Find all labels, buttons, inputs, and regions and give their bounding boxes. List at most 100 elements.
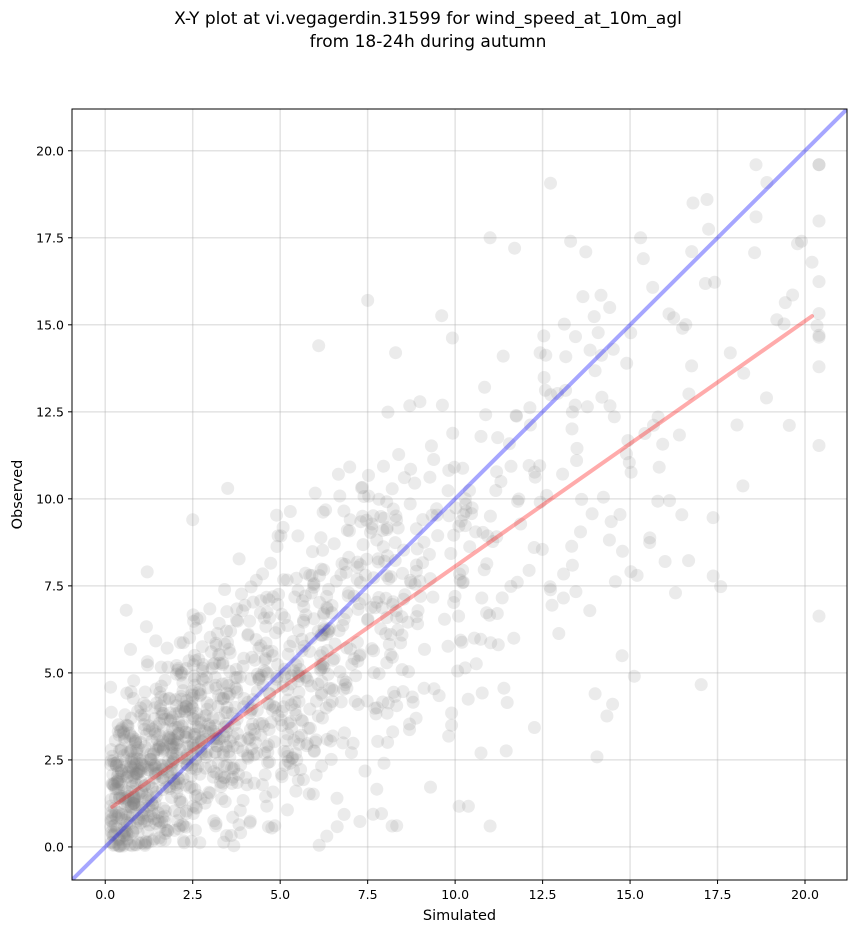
scatter-point bbox=[219, 725, 233, 739]
scatter-point bbox=[196, 661, 210, 675]
scatter-point bbox=[737, 366, 751, 380]
scatter-point bbox=[246, 693, 260, 707]
scatter-point bbox=[277, 744, 291, 758]
scatter-point bbox=[191, 686, 205, 700]
scatter-point bbox=[127, 797, 140, 811]
scatter-point bbox=[148, 701, 162, 715]
scatter-point bbox=[162, 729, 176, 743]
scatter-point bbox=[112, 775, 126, 789]
scatter-point bbox=[137, 696, 151, 710]
scatter-point bbox=[178, 725, 192, 739]
scatter-point bbox=[107, 757, 121, 770]
scatter-point bbox=[154, 833, 168, 847]
scatter-point bbox=[141, 835, 155, 849]
scatter-point bbox=[347, 652, 361, 666]
scatter-point bbox=[361, 612, 375, 626]
scatter-point bbox=[619, 447, 633, 461]
scatter-point bbox=[685, 359, 699, 373]
scatter-point bbox=[216, 658, 230, 672]
y-tick-label: 10.0 bbox=[36, 491, 64, 506]
scatter-point bbox=[658, 555, 672, 568]
scatter-point bbox=[422, 547, 436, 561]
scatter-point bbox=[243, 733, 257, 747]
scatter-point bbox=[248, 653, 262, 667]
scatter-point bbox=[343, 460, 357, 474]
scatter-point bbox=[431, 529, 445, 543]
scatter-point bbox=[179, 662, 193, 675]
scatter-point bbox=[366, 509, 380, 523]
scatter-point bbox=[131, 763, 145, 777]
scatter-point bbox=[186, 709, 200, 723]
scatter-point bbox=[262, 723, 276, 736]
scatter-point bbox=[706, 511, 720, 525]
scatter-point bbox=[120, 785, 134, 799]
scatter-point bbox=[222, 745, 236, 758]
scatter-point bbox=[283, 505, 297, 518]
scatter-point bbox=[242, 731, 256, 745]
scatter-point bbox=[370, 701, 384, 715]
scatter-point bbox=[377, 756, 391, 770]
scatter-point bbox=[151, 806, 165, 820]
scatter-point bbox=[812, 158, 826, 172]
scatter-point bbox=[144, 752, 158, 766]
scatter-point bbox=[179, 778, 193, 792]
scatter-point bbox=[188, 712, 202, 726]
scatter-point bbox=[147, 832, 161, 846]
scatter-point bbox=[248, 727, 262, 741]
scatter-point bbox=[330, 791, 344, 805]
scatter-point bbox=[469, 525, 483, 539]
scatter-point bbox=[339, 565, 353, 579]
scatter-point bbox=[384, 570, 398, 584]
scatter-point bbox=[112, 831, 126, 845]
scatter-point bbox=[250, 704, 264, 717]
scatter-point bbox=[132, 836, 145, 850]
scatter-point bbox=[194, 744, 208, 758]
scatter-point bbox=[456, 575, 470, 589]
scatter-point bbox=[164, 713, 178, 727]
scatter-point bbox=[791, 237, 804, 251]
scatter-point bbox=[170, 780, 184, 794]
scatter-point bbox=[298, 589, 312, 603]
scatter-point bbox=[199, 708, 213, 722]
scatter-point bbox=[402, 665, 415, 679]
scatter-point bbox=[244, 722, 257, 736]
scatter-point bbox=[330, 820, 344, 834]
scatter-point bbox=[143, 752, 157, 766]
scatter-point bbox=[126, 794, 140, 808]
scatter-point bbox=[180, 752, 194, 766]
scatter-point bbox=[311, 624, 325, 638]
scatter-point bbox=[188, 678, 202, 692]
scatter-point bbox=[230, 712, 244, 726]
scatter-point bbox=[499, 744, 513, 758]
scatter-point bbox=[389, 509, 403, 523]
scatter-point bbox=[161, 733, 175, 747]
scatter-point bbox=[533, 346, 547, 360]
scatter-point bbox=[109, 759, 123, 772]
scatter-point bbox=[118, 708, 132, 722]
scatter-point bbox=[312, 339, 326, 353]
scatter-point bbox=[156, 734, 170, 748]
scatter-point bbox=[193, 689, 207, 703]
scatter-point bbox=[314, 657, 328, 671]
scatter-point bbox=[134, 757, 148, 771]
scatter-point bbox=[350, 555, 364, 569]
scatter-point bbox=[141, 824, 155, 838]
scatter-point bbox=[185, 761, 199, 775]
scatter-point bbox=[104, 754, 118, 768]
scatter-point bbox=[236, 604, 249, 618]
scatter-point bbox=[220, 706, 234, 720]
x-tick-label: 0.0 bbox=[95, 887, 115, 902]
scatter-point bbox=[154, 679, 168, 693]
scatter-point bbox=[133, 800, 147, 814]
scatter-point bbox=[247, 748, 261, 762]
scatter-point bbox=[389, 604, 403, 618]
scatter-point bbox=[281, 727, 295, 741]
scatter-point bbox=[218, 706, 232, 719]
scatter-point bbox=[191, 788, 204, 802]
scatter-point bbox=[187, 669, 201, 683]
scatter-point bbox=[364, 525, 377, 539]
scatter-point bbox=[229, 662, 243, 676]
scatter-point bbox=[126, 691, 140, 705]
scatter-point bbox=[220, 829, 234, 843]
scatter-point bbox=[372, 492, 386, 506]
